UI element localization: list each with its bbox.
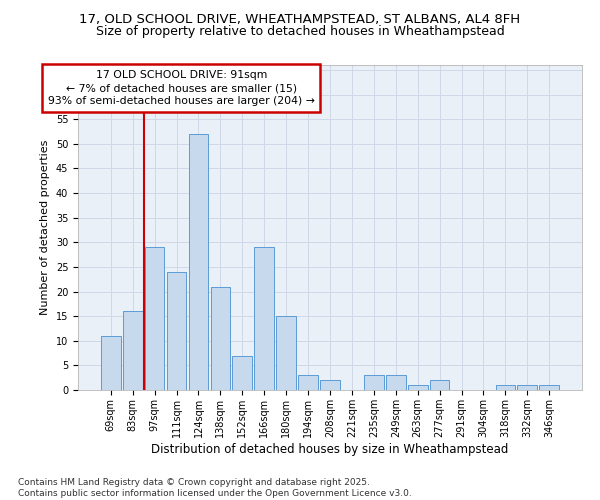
Text: 17 OLD SCHOOL DRIVE: 91sqm
← 7% of detached houses are smaller (15)
93% of semi-: 17 OLD SCHOOL DRIVE: 91sqm ← 7% of detac…	[48, 70, 315, 106]
Bar	[276, 316, 296, 390]
Bar	[101, 336, 121, 390]
Bar	[188, 134, 208, 390]
Bar	[364, 375, 384, 390]
Bar	[232, 356, 252, 390]
Bar	[167, 272, 187, 390]
Bar	[298, 375, 318, 390]
Bar	[496, 385, 515, 390]
Bar	[320, 380, 340, 390]
Text: 17, OLD SCHOOL DRIVE, WHEATHAMPSTEAD, ST ALBANS, AL4 8FH: 17, OLD SCHOOL DRIVE, WHEATHAMPSTEAD, ST…	[79, 12, 521, 26]
X-axis label: Distribution of detached houses by size in Wheathampstead: Distribution of detached houses by size …	[151, 442, 509, 456]
Text: Size of property relative to detached houses in Wheathampstead: Size of property relative to detached ho…	[95, 25, 505, 38]
Bar	[517, 385, 537, 390]
Bar	[123, 311, 143, 390]
Bar	[145, 247, 164, 390]
Bar	[539, 385, 559, 390]
Bar	[386, 375, 406, 390]
Bar	[408, 385, 428, 390]
Text: Contains HM Land Registry data © Crown copyright and database right 2025.
Contai: Contains HM Land Registry data © Crown c…	[18, 478, 412, 498]
Y-axis label: Number of detached properties: Number of detached properties	[40, 140, 50, 315]
Bar	[430, 380, 449, 390]
Bar	[211, 286, 230, 390]
Bar	[254, 247, 274, 390]
